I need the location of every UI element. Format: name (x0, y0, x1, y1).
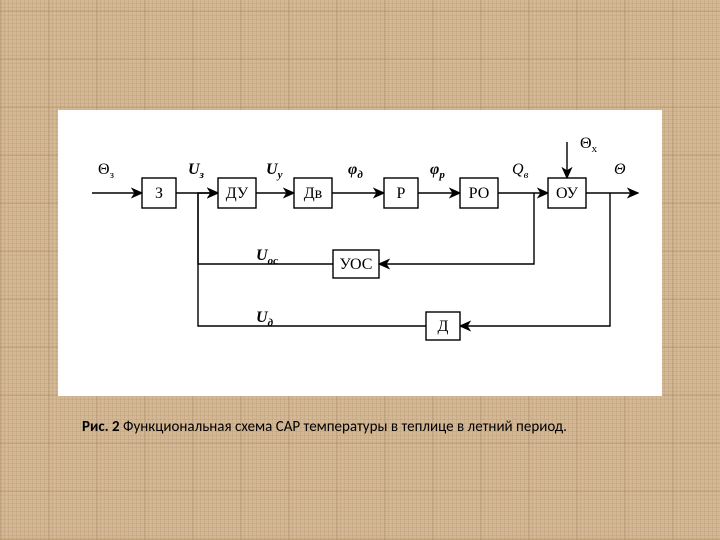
signal-phi_d: φд (348, 161, 363, 181)
edge-D-DU (198, 193, 426, 326)
block-diagram: ЗДУДвРРООУУОСД ΘзUзUуφдφрQвΘxΘUосUд (58, 110, 662, 396)
signal-Q_v: Qв (512, 161, 529, 181)
nodes: З ДУ Дв Р РО ОУ УОС Д (142, 178, 586, 340)
block-label-R: Р (397, 185, 406, 202)
block-label-Z: З (155, 185, 163, 202)
signal-labels: ΘзUзUуφдφрQвΘxΘUосUд (98, 135, 626, 329)
signal-theta: Θ (614, 161, 626, 178)
block-label-UOC: УОС (340, 256, 373, 273)
block-label-OU: ОУ (556, 185, 579, 202)
diagram-panel: ЗДУДвРРООУУОСД ΘзUзUуφдφрQвΘxΘUосUд (58, 110, 662, 396)
caption-text: Функциональная схема САР температуры в т… (120, 418, 567, 436)
block-label-DU: ДУ (226, 185, 249, 202)
block-label-Dv: Дв (304, 185, 323, 202)
signal-theta_z: Θз (98, 161, 114, 181)
block-label-RO: РО (469, 185, 490, 202)
signal-phi_r: φр (430, 161, 445, 181)
signal-U_y: Uу (266, 161, 283, 181)
figure-caption: Рис. 2 Функциональная схема САР температ… (82, 418, 567, 436)
block-label-D: Д (438, 318, 449, 335)
edge-tap2-D (460, 193, 610, 326)
edges (92, 142, 638, 326)
signal-U_z: Uз (188, 161, 205, 181)
signal-theta_x: Θx (580, 135, 598, 155)
stage: ЗДУДвРРООУУОСД ΘзUзUуφдφрQвΘxΘUосUд Рис.… (0, 0, 720, 540)
caption-prefix: Рис. 2 (82, 418, 120, 436)
